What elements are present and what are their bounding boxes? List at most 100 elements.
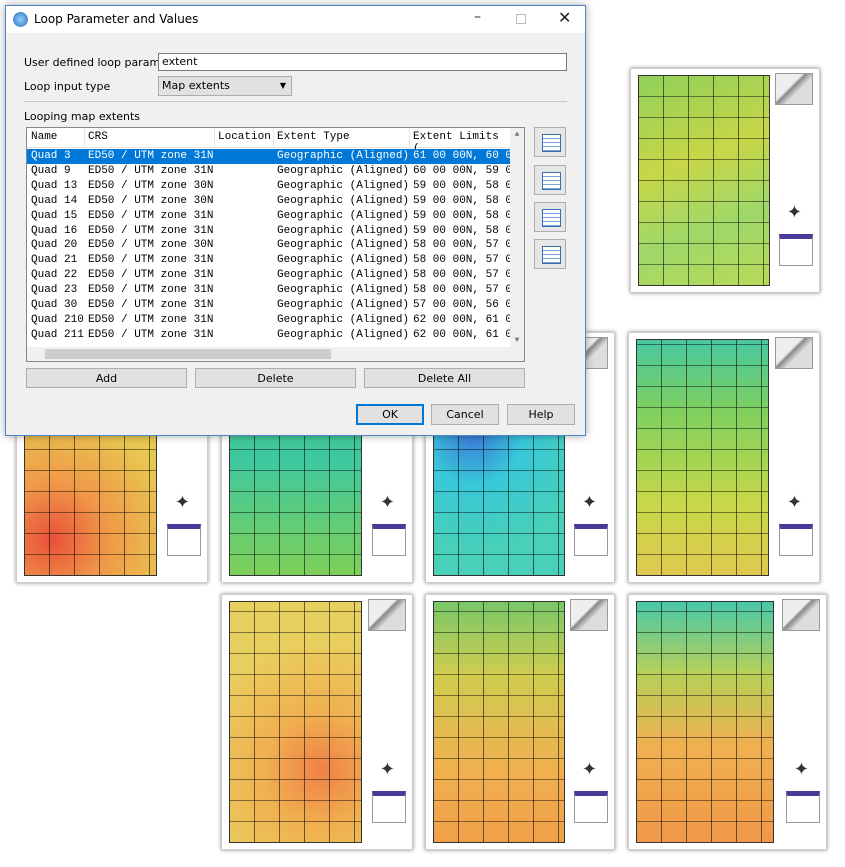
table-cell: 58 00 00N, 57 0 — [413, 284, 513, 297]
table-cell: Quad 23 — [31, 284, 78, 297]
move-down-button[interactable] — [534, 202, 566, 232]
table-cell: Quad 20 — [31, 239, 78, 252]
delete-all-button[interactable]: Delete All — [364, 368, 525, 388]
table-row[interactable]: Quad 22 ED50 / UTM zone 31N Geographic (Al… — [27, 268, 513, 283]
table-row[interactable]: Quad 20 ED50 / UTM zone 30N Geographic (Al… — [27, 238, 513, 253]
cancel-button[interactable]: Cancel — [431, 404, 499, 425]
window-title: Loop Parameter and Values — [34, 12, 199, 26]
table-cell: Geographic (Aligned) — [277, 239, 410, 252]
minimize-button[interactable]: – — [474, 9, 481, 25]
table-cell: ED50 / UTM zone 31N — [88, 164, 214, 177]
move-top-button[interactable] — [534, 127, 566, 157]
table-cell: Quad 21 — [31, 254, 78, 267]
table-cell: Geographic (Aligned) — [277, 209, 410, 222]
table-cell: Geographic (Aligned) — [277, 179, 410, 192]
map-thumbnail: ✦ — [628, 594, 827, 850]
table-row[interactable]: Quad 9 ED50 / UTM zone 31N Geographic (Ali… — [27, 164, 513, 179]
table-cell: 59 00 00N, 58 0 — [413, 224, 513, 237]
table-cell: Geographic (Aligned) — [277, 313, 410, 326]
table-cell: Quad 13 — [31, 179, 78, 192]
h-scrollbar[interactable] — [27, 347, 524, 361]
param-label: User defined loop parameter — [24, 56, 183, 69]
map-area — [433, 601, 565, 843]
table-cell: ED50 / UTM zone 31N — [88, 209, 214, 222]
table-row[interactable]: Quad 13 ED50 / UTM zone 30N Geographic (Al… — [27, 179, 512, 194]
compass-rose: ✦ — [786, 492, 802, 513]
map-thumbnail: ✦ — [425, 594, 615, 850]
table-cell: Geographic (Aligned) — [277, 299, 410, 311]
table-cell: Quad 14 — [31, 194, 78, 207]
input-type-select[interactable]: Map extents ▼ — [158, 76, 292, 96]
table-cell: Geographic (Aligned) — [277, 194, 410, 207]
table-cell: Geographic (Aligned) — [277, 224, 410, 237]
table-cell: 58 00 00N, 57 0 — [413, 239, 513, 252]
table-cell: 58 00 00N, 57 0 — [413, 254, 513, 267]
table-cell: 59 00 00N, 58 0 — [413, 209, 513, 222]
maximize-button[interactable] — [516, 14, 526, 24]
table-row[interactable]: Quad 16 ED50 / UTM zone 31N Geographic (Al… — [27, 224, 513, 239]
delete-button[interactable]: Delete — [195, 368, 356, 388]
table-cell: Geographic (Aligned) — [277, 254, 410, 267]
map-area — [636, 339, 769, 576]
map-area — [638, 75, 770, 286]
map-area — [229, 601, 362, 843]
map-thumbnail: ✦ — [221, 594, 413, 850]
table-row[interactable]: Quad 23 ED50 / UTM zone 31N Geographic (Al… — [27, 283, 513, 298]
legend-box — [779, 524, 813, 556]
table-row[interactable]: Quad 211 ED50 / UTM zone 31N Geographic (A… — [27, 328, 513, 343]
dialog: Loop Parameter and Values – ✕ User defin… — [5, 5, 586, 436]
table-cell: 62 00 00N, 61 0 — [413, 328, 513, 341]
inset-map — [775, 337, 813, 369]
table-cell: ED50 / UTM zone 31N — [88, 150, 214, 162]
compass-rose: ✦ — [379, 759, 395, 780]
help-button[interactable]: Help — [507, 404, 575, 425]
column-header: Name — [31, 131, 58, 143]
compass-rose: ✦ — [786, 202, 802, 223]
table-row[interactable]: Quad 14 ED50 / UTM zone 30N Geographic (Al… — [27, 194, 512, 209]
column-header: Location — [218, 131, 271, 143]
v-scrollbar[interactable]: ▲ ▼ — [510, 128, 524, 347]
table-cell: ED50 / UTM zone 31N — [88, 284, 214, 297]
table-row[interactable]: Quad 3 ED50 / UTM zone 31N Geographic (Ali… — [27, 149, 513, 164]
column-divider — [214, 128, 215, 148]
column-divider — [84, 128, 85, 148]
table-row[interactable]: Quad 210 ED50 / UTM zone 31N Geographic (A… — [27, 313, 512, 328]
legend-box — [167, 524, 201, 556]
table-cell: ED50 / UTM zone 30N — [88, 194, 214, 207]
table-cell: 61 00 00N, 60 0 — [413, 150, 513, 162]
param-input[interactable]: extent — [158, 53, 567, 71]
table-row[interactable]: Quad 21 ED50 / UTM zone 31N Geographic (Al… — [27, 253, 513, 268]
legend-box — [372, 791, 406, 823]
table-cell: Quad 3 — [31, 150, 71, 162]
inset-map — [368, 599, 406, 631]
move-bottom-button[interactable] — [534, 239, 566, 269]
select-value: Map extents — [162, 79, 230, 92]
ok-button[interactable]: OK — [356, 404, 424, 425]
h-scroll-thumb[interactable] — [45, 349, 331, 359]
table-cell: Geographic (Aligned) — [277, 328, 410, 341]
inset-map — [570, 599, 608, 631]
table-cell: ED50 / UTM zone 30N — [88, 179, 214, 192]
close-button[interactable]: ✕ — [558, 8, 572, 27]
table-row[interactable]: Quad 30 ED50 / UTM zone 31N Geographic (Al… — [27, 298, 512, 313]
table-row[interactable]: Quad 15 ED50 / UTM zone 31N Geographic (Al… — [27, 209, 513, 224]
legend-box — [574, 524, 608, 556]
table-cell: Geographic (Aligned) — [277, 269, 410, 282]
table-cell: 58 00 00N, 57 0 — [413, 269, 513, 282]
move-up-button[interactable] — [534, 165, 566, 195]
table-cell: Geographic (Aligned) — [277, 284, 410, 297]
table-cell: ED50 / UTM zone 31N — [88, 313, 214, 326]
table-cell: ED50 / UTM zone 31N — [88, 299, 214, 311]
app-icon — [13, 12, 28, 27]
table-cell: Quad 211 — [31, 328, 84, 341]
table-header: Name CRS Location Extent Type Extent Limits … — [27, 128, 510, 155]
table-cell: Quad 9 — [31, 164, 71, 177]
map-area — [636, 601, 774, 843]
column-divider — [409, 128, 410, 148]
add-button[interactable]: Add — [26, 368, 187, 388]
compass-rose: ✦ — [793, 759, 809, 780]
map-thumbnail: ✦ — [630, 68, 820, 293]
legend-box — [574, 791, 608, 823]
table-cell: 60 00 00N, 59 0 — [413, 164, 513, 177]
